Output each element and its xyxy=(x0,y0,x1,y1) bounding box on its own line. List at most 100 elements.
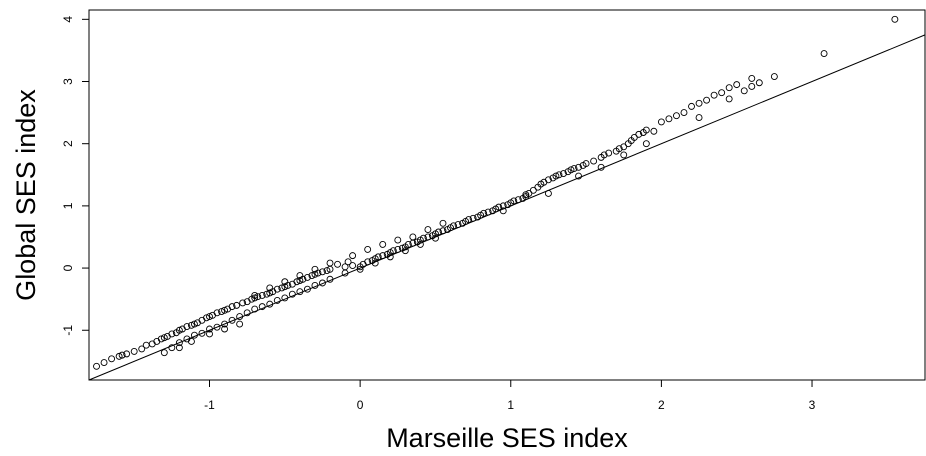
data-point xyxy=(218,308,226,316)
data-point xyxy=(142,341,150,349)
data-point xyxy=(334,260,341,268)
data-point xyxy=(243,309,251,317)
data-point xyxy=(228,303,236,311)
y-axis-title: Global SES index xyxy=(11,89,41,301)
data-point xyxy=(673,112,680,120)
data-point xyxy=(688,102,695,110)
data-point xyxy=(236,320,244,328)
data-point xyxy=(175,344,183,352)
data-point xyxy=(239,299,247,307)
data-point xyxy=(187,321,195,329)
reference-line xyxy=(88,34,926,381)
data-point xyxy=(254,293,262,301)
data-point xyxy=(175,326,183,334)
data-point xyxy=(510,197,518,205)
data-point xyxy=(168,344,176,352)
data-point xyxy=(221,320,229,328)
data-point xyxy=(575,163,582,171)
data-point xyxy=(115,352,123,360)
data-point xyxy=(544,176,552,184)
data-point xyxy=(93,362,100,370)
data-point xyxy=(748,83,756,90)
x-axis: -1 0 1 2 3 xyxy=(204,379,816,412)
data-point xyxy=(148,340,156,348)
data-point xyxy=(311,265,319,273)
data-point xyxy=(364,245,372,253)
data-point xyxy=(281,278,289,286)
data-point xyxy=(187,337,195,345)
data-point xyxy=(349,252,357,260)
data-point xyxy=(160,349,168,357)
data-point xyxy=(635,130,643,138)
data-point xyxy=(570,165,578,173)
data-point xyxy=(293,278,301,286)
data-point xyxy=(600,151,608,159)
data-point xyxy=(465,216,473,224)
data-point xyxy=(100,359,108,367)
data-point xyxy=(190,320,198,328)
data-point xyxy=(575,172,582,180)
data-point xyxy=(130,347,138,355)
data-point xyxy=(251,294,259,302)
data-point xyxy=(273,296,281,304)
data-point xyxy=(529,186,537,194)
data-point xyxy=(183,323,191,330)
data-point xyxy=(725,95,733,103)
plot-area-frame xyxy=(88,9,926,381)
data-point xyxy=(605,149,613,157)
data-point xyxy=(748,74,756,82)
x-axis-title: Marseille SES index xyxy=(386,423,628,453)
y-tick-label: 0 xyxy=(61,264,75,271)
data-point xyxy=(680,109,688,117)
data-point xyxy=(118,351,126,359)
data-point xyxy=(206,313,213,321)
data-point xyxy=(266,289,274,297)
data-point xyxy=(344,258,352,266)
data-point xyxy=(157,335,165,343)
data-point xyxy=(323,267,331,275)
data-point xyxy=(567,166,575,174)
x-tick-label: 2 xyxy=(658,398,665,412)
data-point xyxy=(703,96,711,104)
data-point xyxy=(389,247,397,255)
data-point xyxy=(590,157,598,165)
data-point xyxy=(718,89,726,97)
data-point xyxy=(435,228,442,236)
data-point xyxy=(108,355,116,363)
data-point xyxy=(450,222,457,230)
data-point xyxy=(555,171,563,179)
data-point xyxy=(615,145,623,153)
data-point xyxy=(620,151,628,159)
data-point xyxy=(288,290,296,298)
data-point xyxy=(258,291,266,299)
data-point xyxy=(424,226,432,233)
data-point xyxy=(296,272,304,279)
data-point xyxy=(642,126,650,134)
data-point xyxy=(409,233,417,241)
data-point xyxy=(258,303,266,311)
data-point xyxy=(303,273,311,281)
data-point xyxy=(198,329,206,337)
data-point xyxy=(560,170,567,177)
data-point xyxy=(228,316,236,324)
data-point xyxy=(710,91,718,99)
data-point xyxy=(725,84,733,92)
data-point xyxy=(891,15,899,23)
y-tick-label: 2 xyxy=(61,140,75,147)
data-point xyxy=(695,114,703,122)
y-tick-label: 1 xyxy=(61,202,75,209)
data-point xyxy=(642,140,650,148)
data-point xyxy=(620,143,628,151)
data-point xyxy=(480,209,488,217)
data-point xyxy=(379,240,387,248)
data-point xyxy=(326,259,334,267)
data-point xyxy=(349,262,357,270)
data-point xyxy=(206,330,213,338)
data-point xyxy=(308,272,316,279)
data-point xyxy=(439,219,447,227)
data-point xyxy=(213,323,221,331)
data-points xyxy=(93,15,899,370)
data-point xyxy=(160,334,168,342)
data-point xyxy=(394,236,402,244)
y-tick-label: -1 xyxy=(61,325,75,336)
